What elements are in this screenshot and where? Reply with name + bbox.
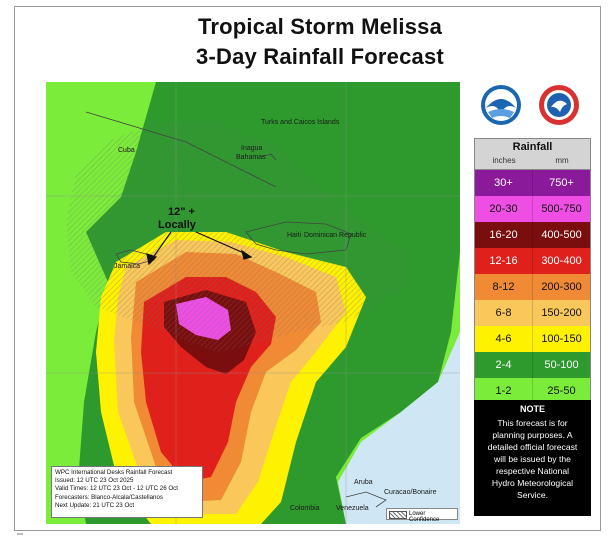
legend-unit-mm: mm (555, 156, 569, 165)
note-line: Service. (516, 490, 549, 500)
agency-logos (474, 84, 590, 128)
noaa-logo-icon (480, 84, 522, 126)
lower-confidence-label: Lower Confidence (409, 511, 440, 523)
legend-title: Rainfall (512, 141, 553, 153)
rainfall-legend: Rainfall inches mm 30+ 750+ 20-30 500-750 16… (474, 138, 591, 405)
ocean-southeast (338, 332, 460, 524)
note-title: NOTE (519, 404, 545, 414)
info-line: Valid Times: 12 UTC 23 Oct - 12 UTC 26 O… (55, 485, 178, 493)
legend-row: 4-6 100-150 (474, 326, 591, 352)
legend-mm-value: 100-150 (541, 333, 582, 345)
legend-mm-value: 200-300 (541, 281, 582, 293)
legend-inches-value: 12-16 (475, 248, 533, 274)
legend-row: 6-8 150-200 (474, 300, 591, 326)
legend-header: Rainfall inches mm (474, 138, 591, 170)
label-turks-caicos: Turks and Caicos Islands (261, 119, 340, 126)
label-inagua: Inagua (241, 145, 263, 152)
label-jamaica: Jamaica (114, 263, 140, 270)
legend-row: 30+ 750+ (474, 170, 591, 196)
label-cuba: Cuba (118, 147, 135, 154)
legend-row: 8-12 200-300 (474, 274, 591, 300)
legend-row: 20-30 500-750 (474, 196, 591, 222)
lower-confidence-key: Lower Confidence (386, 508, 458, 523)
legend-row: 16-20 400-500 (474, 222, 591, 248)
legend-mm-value: 150-200 (541, 307, 582, 319)
annotation-arrows (146, 231, 253, 266)
note-line: will be issued by the (494, 454, 571, 464)
legend-inches-value: 2-4 (475, 352, 533, 378)
legend-mm-value: 50-100 (544, 359, 579, 371)
annotation-12in-line1: 12" + (168, 206, 195, 218)
map-title-line-1: Tropical Storm Melissa (197, 14, 443, 39)
nws-logo-icon (538, 84, 580, 126)
legend-inches-value: 4-6 (475, 326, 533, 352)
label-venezuela: Venezuela (336, 505, 369, 512)
label-aruba: Aruba (354, 479, 373, 486)
legend-unit-inches: inches (492, 156, 516, 165)
note-line: planning purposes. A (492, 430, 573, 440)
info-line: WPC International Desks Rainfall Forecas… (55, 469, 173, 476)
label-curacao-bonaire: Curacao/Bonaire (384, 489, 437, 496)
legend-inches-value: 6-8 (475, 300, 533, 326)
note-line: respective National (495, 466, 570, 476)
label-dominican-republic: Dominican Republic (304, 232, 367, 239)
legend-row: 12-16 300-400 (474, 248, 591, 274)
info-line: Next Update: 21 UTC 23 Oct (55, 501, 135, 509)
legend-mm-value: 750+ (549, 177, 574, 189)
note-line: detailed official forecast (487, 442, 578, 452)
corner-mark (17, 533, 23, 535)
label-colombia: Colombia (290, 505, 320, 512)
info-line: Forecasters: Blanco-Alcala/Castellanos (55, 493, 163, 501)
hatch-swatch (389, 511, 407, 519)
legend-mm-value: 300-400 (541, 255, 582, 267)
map-title-line-2: 3-Day Rainfall Forecast (196, 44, 444, 69)
lower-confidence-hatch (66, 122, 406, 352)
legend-mm-value: 500-750 (541, 203, 582, 215)
forecast-info-box: WPC International Desks Rainfall Forecas… (51, 466, 203, 518)
legend-inches-value: 1-2 (475, 378, 533, 404)
note-body: This forecast is for planning purposes. … (474, 417, 591, 501)
info-line: Issued: 12 UTC 23 Oct 2025 (55, 477, 134, 485)
forecast-note: NOTE This forecast is for planning purpo… (474, 400, 591, 516)
legend-inches-value: 16-20 (475, 222, 533, 248)
annotation-12in-line2: Locally (158, 219, 197, 231)
legend-inches-value: 30+ (475, 170, 533, 196)
legend-mm-value: 25-50 (547, 385, 576, 397)
legend-inches-value: 20-30 (475, 196, 533, 222)
note-line: This forecast is for (497, 418, 568, 428)
note-line: Hydro Meteorological (491, 478, 574, 488)
label-haiti: Haiti (287, 232, 301, 239)
legend-inches-value: 8-12 (475, 274, 533, 300)
legend-row: 2-4 50-100 (474, 352, 591, 378)
legend-mm-value: 400-500 (541, 229, 582, 241)
rainfall-map: Turks and Caicos Islands Cuba Inagua Bah… (46, 82, 460, 524)
label-bahamas: Bahamas (236, 154, 266, 161)
lat-lon-grid (46, 82, 460, 524)
